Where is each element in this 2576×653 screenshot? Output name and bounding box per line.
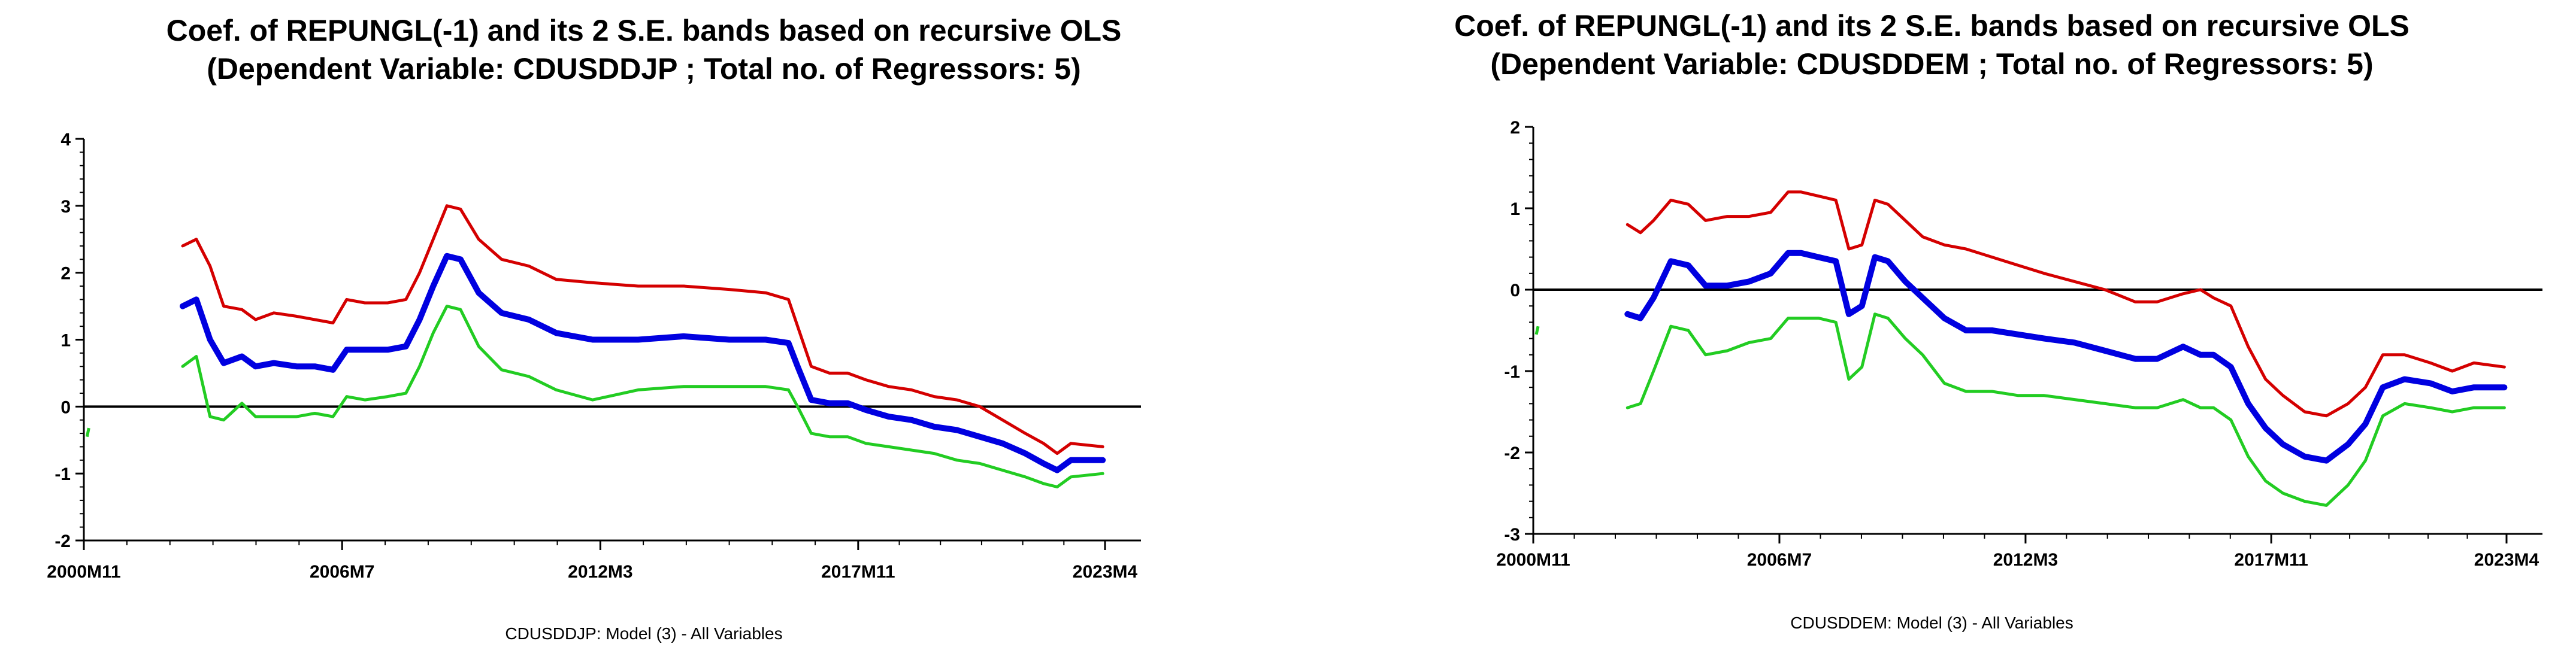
y-tick-label: 2 [60, 264, 71, 284]
x-tick-label: 2017M11 [821, 562, 895, 582]
y-tick-label: -3 [1504, 525, 1520, 545]
lower-band-line [1625, 312, 2506, 507]
chart-title: Coef. of REPUNGL(-1) and its 2 S.E. band… [166, 14, 1122, 47]
chart-title: Coef. of REPUNGL(-1) and its 2 S.E. band… [1454, 9, 2409, 42]
upper-band-line [1625, 190, 2506, 418]
x-tick-label: 2023M4 [1073, 562, 1138, 582]
x-tick-label: 2006M7 [310, 562, 374, 582]
chart-caption: CDUSDDJP: Model (3) - All Variables [505, 624, 783, 643]
y-tick-label: 1 [60, 331, 71, 351]
chart-panel-right: Coef. of REPUNGL(-1) and its 2 S.E. band… [1288, 0, 2576, 653]
lower-band-start-mark [85, 427, 90, 438]
y-tick-label: -1 [1504, 362, 1520, 382]
chart-caption: CDUSDDEM: Model (3) - All Variables [1790, 613, 2073, 632]
upper-band-line [181, 204, 1104, 455]
x-tick-label: 2006M7 [1747, 550, 1812, 570]
chart-subtitle: (Dependent Variable: CDUSDDEM ; Total no… [1490, 47, 2374, 81]
x-tick-label: 2000M11 [47, 562, 120, 582]
y-tick-label: 1 [1510, 199, 1520, 219]
x-tick-label: 2000M11 [1496, 550, 1570, 570]
chart-subtitle: (Dependent Variable: CDUSDDJP ; Total no… [207, 52, 1081, 86]
x-tick-label: 2012M3 [1993, 550, 2058, 570]
y-tick-label: 4 [60, 130, 71, 150]
chart-plot-right: -3 -2 -1 0 1 2 2000M11 2006M7 2012M3 2017M11 2023M… [1496, 118, 2542, 570]
x-tick-label: 2017M11 [2234, 550, 2308, 570]
x-tick-label: 2012M3 [568, 562, 632, 582]
chart-plot-left: -2 -1 0 1 2 3 4 2000M11 2006M7 2012M3 2017M11 2023M… [47, 130, 1141, 582]
coefficient-line [180, 253, 1106, 473]
y-tick-label: -1 [55, 464, 71, 484]
y-tick-label: -2 [1504, 444, 1520, 463]
lower-band-line [181, 305, 1104, 488]
y-tick-label: 0 [60, 397, 71, 417]
x-tick-label: 2023M4 [2474, 550, 2539, 570]
coefficient-line [1624, 250, 2508, 464]
y-tick-label: 3 [60, 197, 71, 217]
lower-band-start-mark [1534, 326, 1540, 335]
chart-panel-left: Coef. of REPUNGL(-1) and its 2 S.E. band… [47, 14, 1141, 643]
y-tick-label: 0 [1510, 281, 1520, 300]
y-tick-label: -2 [55, 531, 71, 551]
y-tick-label: 2 [1510, 118, 1520, 138]
